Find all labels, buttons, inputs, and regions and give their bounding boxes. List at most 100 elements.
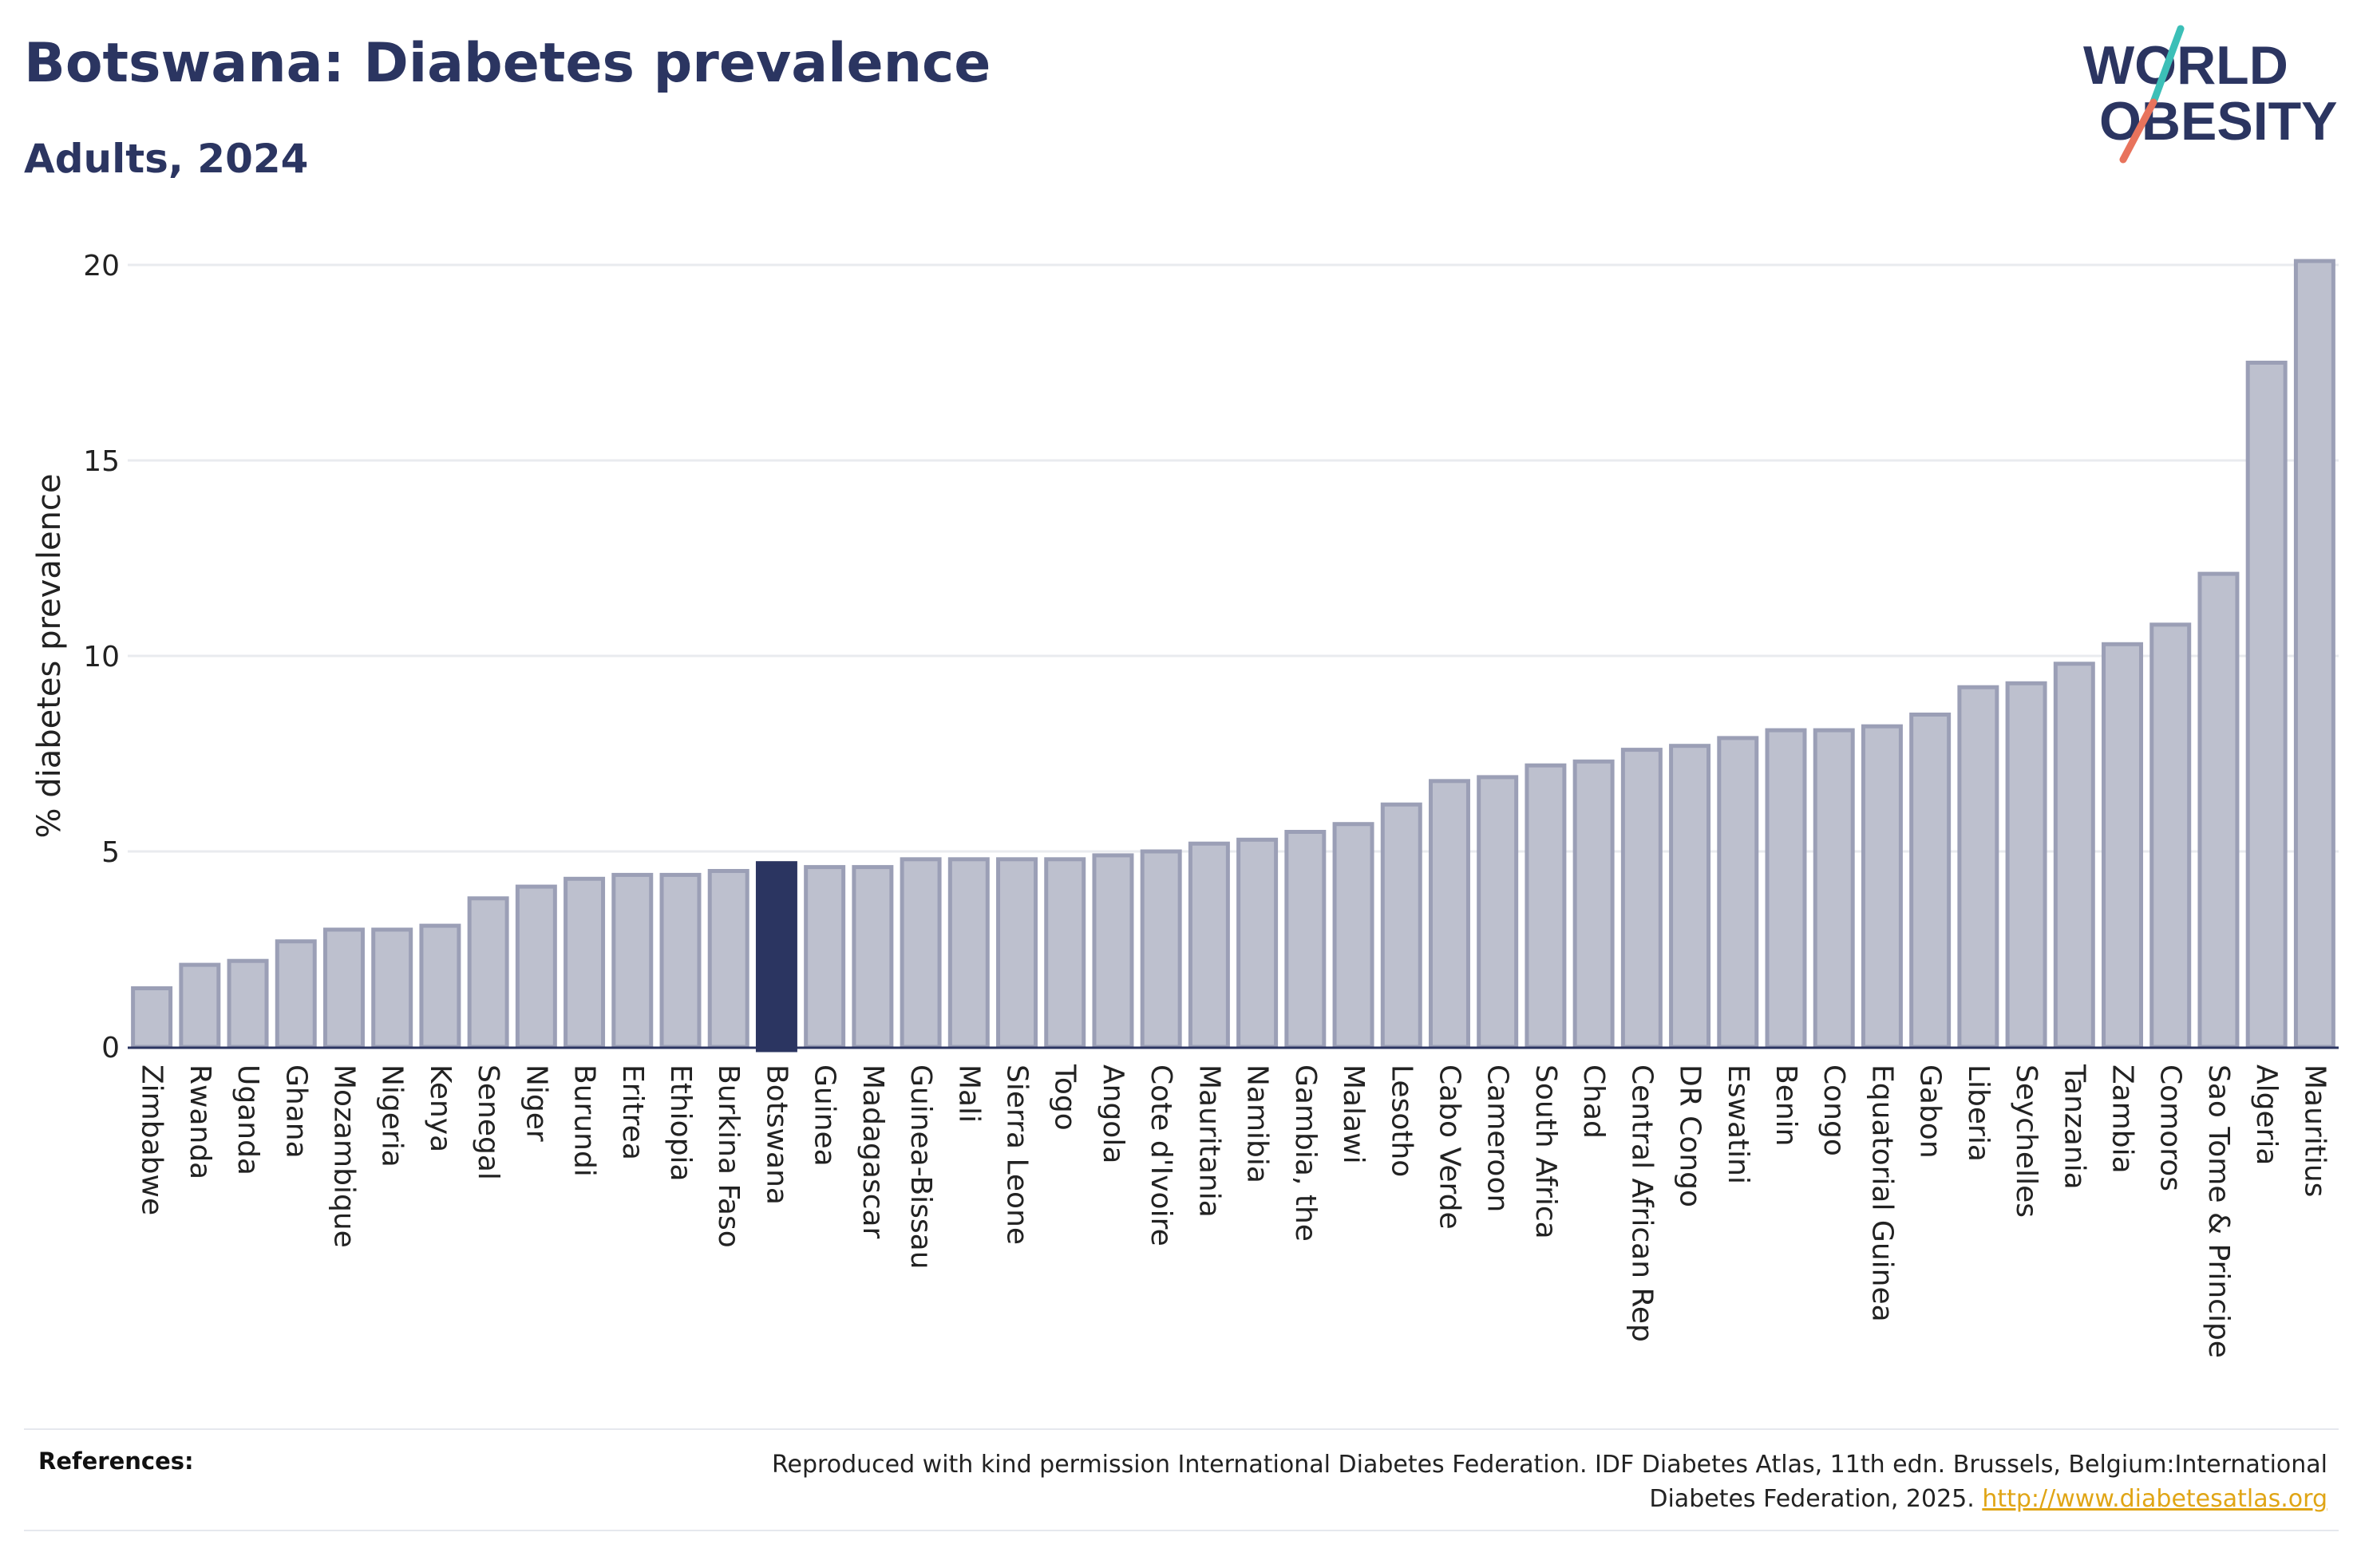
bar-seychelles[interactable] (2005, 681, 2047, 1049)
bar-congo[interactable] (1813, 728, 1855, 1049)
x-tick-label: Togo (1049, 1064, 1082, 1131)
y-tick-label: 10 (83, 641, 120, 673)
x-tick-label: Burundi (568, 1064, 601, 1177)
y-axis-label: % diabetes prevalence (31, 473, 68, 838)
x-tick-label: Senegal (472, 1064, 504, 1180)
bar-sierra-leone[interactable] (996, 857, 1038, 1049)
bar-comoros[interactable] (2149, 622, 2192, 1049)
bar-uganda[interactable] (227, 958, 269, 1049)
bar-kenya[interactable] (419, 923, 461, 1049)
bar-senegal[interactable] (467, 896, 509, 1049)
y-tick-label: 15 (83, 445, 120, 478)
x-tick-label: Eswatini (1722, 1064, 1754, 1184)
bar-madagascar[interactable] (852, 865, 894, 1049)
x-axis-ticks: Zimbabwe Rwanda Uganda Ghana Mozambique Niger… (136, 1064, 2331, 1358)
bar-mauritius[interactable] (2293, 259, 2335, 1049)
x-tick-label: Central African Rep (1625, 1064, 1658, 1342)
bar-zimbabwe[interactable] (131, 986, 173, 1049)
bar-cabo-verde[interactable] (1428, 779, 1470, 1049)
bar-rwanda[interactable] (179, 962, 221, 1049)
x-tick-label: DR Congo (1674, 1064, 1706, 1207)
bar-tanzania[interactable] (2053, 662, 2095, 1049)
x-tick-label: Mozambique (327, 1064, 360, 1248)
x-tick-label: Benin (1770, 1064, 1802, 1146)
bar-togo[interactable] (1044, 857, 1086, 1049)
bar-cote-d-ivoire[interactable] (1140, 849, 1182, 1049)
bar-eritrea[interactable] (611, 872, 654, 1049)
bar-gambia-the[interactable] (1284, 830, 1327, 1049)
bar-guinea[interactable] (804, 865, 846, 1049)
bar-chad[interactable] (1572, 759, 1615, 1049)
x-tick-label: Niger (520, 1064, 552, 1142)
bar-mauritania[interactable] (1188, 841, 1230, 1049)
y-axis-ticks: 0 5 10 15 20 (83, 250, 120, 1064)
bar-angola[interactable] (1092, 853, 1134, 1049)
references-citation: Reproduced with kind permission Internat… (772, 1451, 2327, 1513)
x-tick-label: Seychelles (2010, 1064, 2043, 1218)
x-tick-label: Comoros (2154, 1064, 2187, 1191)
bar-mozambique[interactable] (322, 927, 365, 1049)
bar-niger[interactable] (515, 884, 557, 1049)
y-tick-label: 0 (101, 1032, 120, 1064)
x-tick-label: Gabon (1914, 1064, 1947, 1159)
x-tick-label: Gambia, the (1289, 1064, 1322, 1242)
logo-text-world: WORLD (2083, 35, 2288, 96)
x-tick-label: Ethiopia (664, 1064, 697, 1182)
x-tick-label: Botswana (760, 1064, 793, 1205)
bar-south-africa[interactable] (1525, 763, 1567, 1049)
bar-namibia[interactable] (1236, 837, 1279, 1049)
bar-nigeria[interactable] (371, 927, 413, 1049)
bar-eswatini[interactable] (1717, 736, 1759, 1049)
x-tick-label: Congo (1817, 1064, 1850, 1156)
chart-title: Botswana: Diabetes prevalence (24, 32, 991, 95)
bar-equatorial-guinea[interactable] (1861, 724, 1903, 1049)
y-tick-label: 20 (83, 250, 120, 282)
x-tick-label: Angola (1097, 1064, 1129, 1163)
world-obesity-logo: WORLD OBESITY (2083, 25, 2338, 164)
y-tick-label: 5 (101, 836, 120, 869)
x-tick-label: Malawi (1337, 1064, 1370, 1164)
logo-slash-coral (2119, 98, 2157, 164)
bar-ethiopia[interactable] (659, 872, 702, 1049)
x-tick-label: Cote d'Ivoire (1145, 1064, 1177, 1246)
bar-zambia[interactable] (2102, 642, 2144, 1049)
bar-central-african-rep[interactable] (1620, 748, 1663, 1049)
bar-burkina-faso[interactable] (707, 869, 749, 1049)
x-tick-label: Zimbabwe (136, 1064, 168, 1215)
bar-dr-congo[interactable] (1669, 744, 1711, 1049)
x-tick-label: Lesotho (1385, 1064, 1418, 1177)
logo-slash-teal (2149, 25, 2185, 106)
bar-gabon[interactable] (1909, 713, 1952, 1049)
references-link[interactable]: http://www.diabetesatlas.org (1982, 1485, 2327, 1513)
x-tick-label: Chad (1577, 1064, 1610, 1139)
x-tick-label: Mali (952, 1064, 985, 1123)
bar-algeria[interactable] (2245, 361, 2288, 1049)
x-tick-label: Guinea (809, 1064, 841, 1167)
bar-benin[interactable] (1765, 728, 1807, 1049)
bar-mali[interactable] (947, 857, 990, 1049)
bar-malawi[interactable] (1332, 822, 1374, 1049)
references-text: Reproduced with kind permission Internat… (667, 1448, 2327, 1516)
logo-text-obesity: OBESITY (2099, 91, 2338, 152)
x-tick-label: Algeria (2250, 1064, 2283, 1166)
x-tick-label: Madagascar (856, 1064, 889, 1239)
bar-cameroon[interactable] (1477, 775, 1519, 1049)
x-tick-label: South Africa (1529, 1064, 1562, 1239)
x-tick-label: Eritrea (616, 1064, 649, 1160)
bar-sao-tome-principe[interactable] (2197, 571, 2240, 1049)
bar-chart: 0 5 10 15 20 Zimbabwe Rwanda Uganda Ghana Mozamb… (31, 250, 2339, 1358)
bar-liberia[interactable] (1957, 685, 1999, 1049)
bar-lesotho[interactable] (1380, 802, 1422, 1049)
x-tick-label: Liberia (1962, 1064, 1995, 1162)
bar-botswana[interactable] (755, 861, 797, 1053)
bar-ghana[interactable] (275, 939, 317, 1049)
bars (131, 259, 2335, 1053)
bar-guinea-bissau[interactable] (900, 857, 942, 1049)
x-tick-label: Equatorial Guinea (1865, 1064, 1898, 1322)
x-tick-label: Cameroon (1481, 1064, 1514, 1212)
bar-burundi[interactable] (564, 876, 606, 1049)
x-tick-label: Namibia (1241, 1064, 1274, 1183)
x-tick-label: Sierra Leone (1001, 1064, 1034, 1245)
x-tick-label: Tanzania (2058, 1064, 2090, 1190)
x-tick-label: Mauritania (1192, 1064, 1225, 1218)
